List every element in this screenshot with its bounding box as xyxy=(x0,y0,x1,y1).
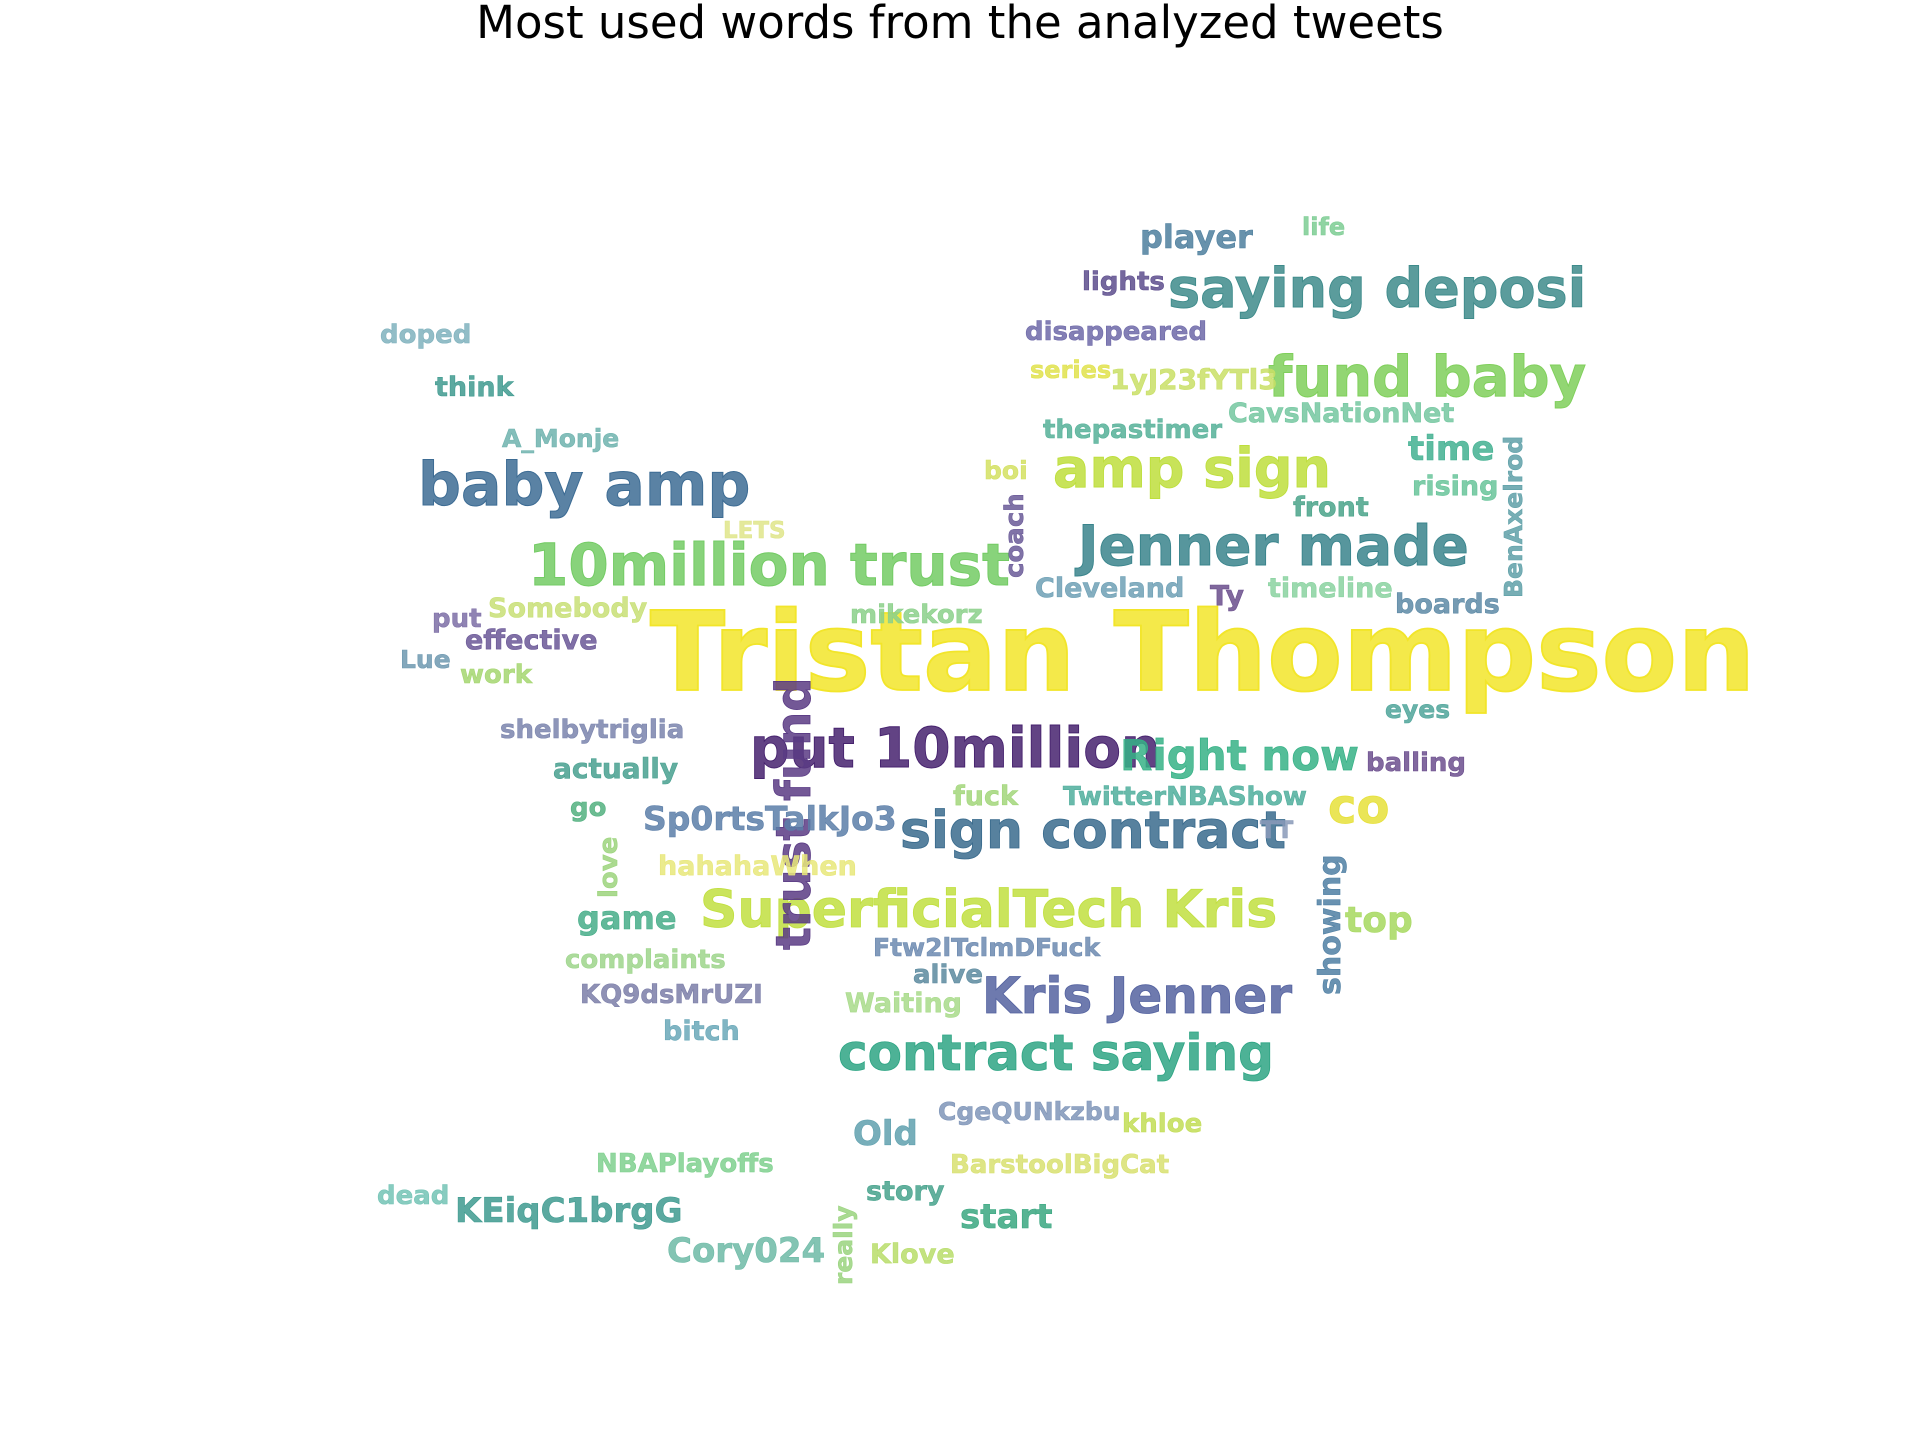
word-waiting: Waiting xyxy=(845,988,962,1019)
word-sp0rtstalkjo3: Sp0rtsTalkJo3 xyxy=(643,799,897,838)
word-rising: rising xyxy=(1412,471,1498,502)
word-10million-trust: 10million trust xyxy=(528,531,1010,599)
word-a-monje: A_Monje xyxy=(502,424,619,453)
word-sign-contract: sign contract xyxy=(900,801,1286,861)
word-tristan-thompson: Tristan Thompson xyxy=(650,588,1755,716)
word-actually: actually xyxy=(553,752,678,785)
word-baby-amp: baby amp xyxy=(418,450,750,520)
word-lets: LETS xyxy=(723,518,786,544)
word-contract-saying: contract saying xyxy=(838,1024,1274,1082)
word-tt: TT xyxy=(1260,816,1294,844)
word-really: really xyxy=(829,1205,858,1285)
word-1yj23fytl3: 1yJ23fYTl3 xyxy=(1110,363,1278,396)
word-khloe: khloe xyxy=(1122,1109,1202,1139)
word-saying-deposi: saying deposi xyxy=(1168,257,1586,320)
word-dead: dead xyxy=(377,1181,449,1211)
word-timeline: timeline xyxy=(1268,573,1393,604)
word-lights: lights xyxy=(1082,267,1165,297)
page-title: Most used words from the analyzed tweets xyxy=(476,0,1444,49)
word-keiqc1brgg: KEiqC1brgG xyxy=(455,1191,683,1231)
word-game: game xyxy=(577,899,677,937)
word-showing: showing xyxy=(1313,854,1348,995)
word-coach: coach xyxy=(1000,493,1030,578)
word-benaxelrod: BenAxelrod xyxy=(1499,436,1528,598)
word-series: series xyxy=(1030,356,1111,384)
word-player: player xyxy=(1140,218,1253,256)
word-hahahawhen: hahahaWhen xyxy=(658,851,857,882)
word-fund-baby: fund baby xyxy=(1268,345,1586,410)
word-life: life xyxy=(1302,213,1345,241)
word-boards: boards xyxy=(1395,589,1500,620)
word-top: top xyxy=(1345,900,1413,941)
word-bitch: bitch xyxy=(663,1016,740,1047)
word-love: love xyxy=(594,837,624,898)
word-front: front xyxy=(1293,492,1369,523)
word-trust-fund: trust fund xyxy=(766,677,822,950)
word-complaints: complaints xyxy=(565,945,726,975)
word-fuck: fuck xyxy=(953,781,1019,812)
word-time: time xyxy=(1408,429,1494,469)
word-balling: balling xyxy=(1366,748,1466,778)
word-work: work xyxy=(460,660,533,690)
word-doped: doped xyxy=(380,320,471,350)
word-story: story xyxy=(866,1176,945,1207)
word-start: start xyxy=(960,1197,1052,1237)
word-ty: Ty xyxy=(1210,579,1244,612)
word-boi: boi xyxy=(984,456,1028,485)
word-old: Old xyxy=(853,1114,918,1154)
word-cgequnkzbu: CgeQUNkzbu xyxy=(938,1097,1121,1126)
word-co: co xyxy=(1328,779,1389,835)
word-nbaplayoffs: NBAPlayoffs xyxy=(596,1149,774,1179)
word-jenner-made: Jenner made xyxy=(1074,514,1469,578)
word-right-now: Right now xyxy=(1120,731,1359,780)
word-thepastimer: thepastimer xyxy=(1043,415,1222,445)
word-barstoolbigcat: BarstoolBigCat xyxy=(950,1150,1169,1180)
word-eyes: eyes xyxy=(1385,695,1450,724)
word-kris-jenner: Kris Jenner xyxy=(982,967,1292,1025)
word-put: put xyxy=(432,604,482,634)
word-lue: Lue xyxy=(400,645,451,674)
word-effective: effective xyxy=(465,625,598,656)
word-shelbytriglia: shelbytriglia xyxy=(500,715,684,745)
word-twitternbashow: TwitterNBAShow xyxy=(1063,782,1307,812)
word-mikekorz: mikekorz xyxy=(850,600,983,630)
word-cleveland: Cleveland xyxy=(1035,573,1184,604)
word-superficialtech-kris: SuperficialTech Kris xyxy=(700,880,1277,940)
word-ftw2ltclmdfuck: Ftw2lTclmDFuck xyxy=(873,933,1101,962)
word-disappeared: disappeared xyxy=(1025,317,1207,347)
word-go: go xyxy=(570,793,606,823)
word-think: think xyxy=(435,372,515,403)
word-cavsnationnet: CavsNationNet xyxy=(1228,398,1454,429)
word-amp-sign: amp sign xyxy=(1053,437,1331,500)
word-klove: Klove xyxy=(870,1239,955,1270)
word-put-10million: put 10million xyxy=(750,716,1160,780)
word-somebody: Somebody xyxy=(488,593,648,624)
word-cory024: Cory024 xyxy=(667,1231,825,1271)
word-alive: alive xyxy=(913,960,983,990)
word-kq9dsmruzi: KQ9dsMrUZI xyxy=(580,980,763,1010)
